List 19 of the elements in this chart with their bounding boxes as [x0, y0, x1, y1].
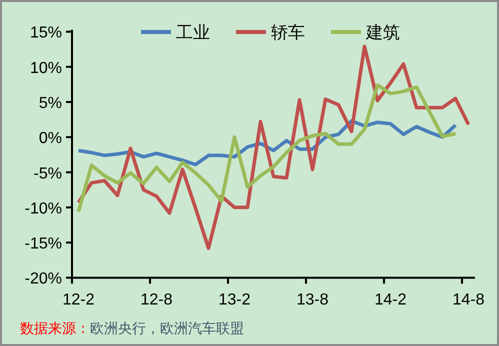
y-tick-label: 0%: [38, 130, 62, 148]
y-tick-label: 5%: [38, 94, 62, 112]
x-tick-label: 12-2: [62, 292, 95, 309]
legend-label: 轿车: [271, 23, 305, 42]
text: 欧洲央行，欧洲汽车联盟: [90, 321, 244, 337]
y-tick-label: -20%: [24, 270, 62, 288]
x-tick-label: 13-2: [218, 292, 251, 309]
y-tick-label: -15%: [24, 236, 62, 253]
x-tick-label: 14-8: [452, 292, 485, 309]
y-tick-label: -5%: [34, 165, 62, 182]
legend-label: 工业: [176, 23, 210, 42]
source-note: 数据来源：: [20, 321, 90, 337]
x-tick-label: 13-8: [296, 292, 329, 309]
legend-label: 建筑: [365, 23, 400, 42]
y-tick-label: -10%: [24, 200, 62, 218]
x-tick-label: 14-2: [374, 292, 407, 309]
x-tick-label: 12-8: [140, 292, 173, 309]
y-tick-label: 15%: [30, 24, 62, 42]
y-tick-label: 10%: [30, 60, 62, 77]
